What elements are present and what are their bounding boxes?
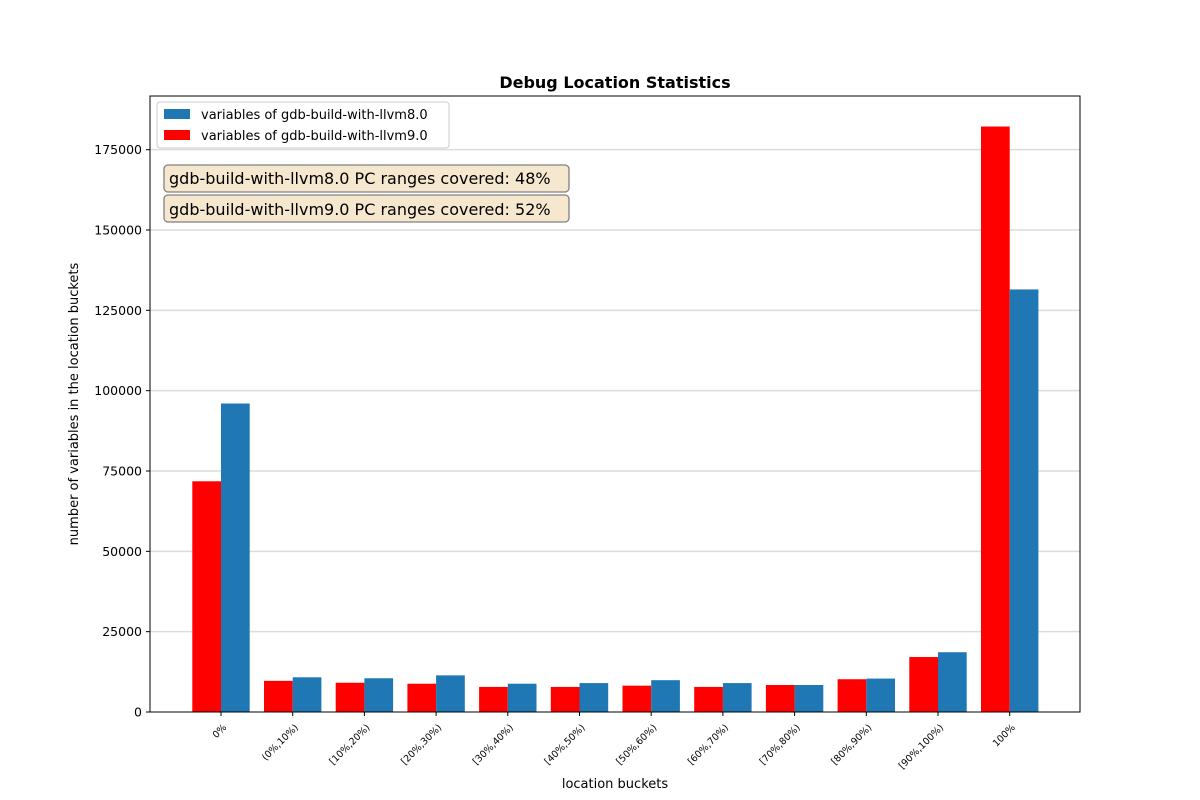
grid-lines [150,148,1080,633]
bars [192,126,1039,713]
ytick-label-4: 100000 [94,383,142,398]
bar-llvm9-3 [407,683,437,712]
ytick-label-5: 125000 [94,303,142,318]
xtick-label-4: [30%,40%) [471,722,516,767]
bar-llvm9-0 [192,481,221,712]
bar-llvm9-11 [981,126,1010,713]
bar-llvm8-0 [221,403,250,712]
bar-llvm9-10 [909,657,938,712]
bar-llvm9-8 [765,685,795,712]
bar-llvm8-7 [722,683,752,712]
legend-entry-llvm9: variables of gdb-build-with-llvm9.0 [201,129,428,144]
x-axis-label: location buckets [562,777,669,792]
ytick-label-0: 0 [134,705,142,720]
xtick-label-0: 0% [211,722,229,740]
x-ticks: 0% (0%,10%) [10%,20%) [20%,30%) [30%,40%) [40… [211,712,1018,772]
bar-llvm8-8 [794,685,824,712]
xtick-label-10: [90%,100%) [897,722,946,771]
legend: variables of gdb-build-with-llvm8.0 vari… [156,101,450,149]
bar-llvm8-3 [436,675,465,712]
chart-title: Debug Location Statistics [499,73,730,92]
legend-entry-llvm8: variables of gdb-build-with-llvm8.0 [201,108,428,123]
annotation-llvm8: gdb-build-with-llvm8.0 PC ranges covered… [163,164,570,193]
annotation-box-llvm9 [163,194,570,223]
legend-swatch-llvm9 [164,130,190,140]
ytick-label-7: 175000 [94,142,142,157]
bar-llvm9-4 [479,686,508,712]
legend-swatch-llvm8 [164,109,190,119]
annotation-text-llvm9: gdb-build-with-llvm9.0 PC ranges covered… [169,200,551,219]
y-ticks: 0 25000 50000 75000 100000 125000 150000 175000 [94,142,150,720]
xtick-label-8: [70%,80%) [758,722,803,767]
bar-llvm8-10 [938,652,967,712]
bar-llvm8-6 [651,680,680,712]
bar-llvm9-6 [622,685,652,712]
bar-llvm8-9 [866,678,895,712]
xtick-label-11: 100% [991,722,1018,749]
y-axis-label: number of variables in the location buck… [67,262,82,545]
bar-llvm8-1 [292,677,322,712]
xtick-label-9: [80%,90%) [829,722,874,767]
xtick-label-1: (0%,10%) [260,722,301,763]
annotation-box-llvm8 [163,164,570,193]
xtick-label-7: [60%,70%) [686,722,731,767]
bar-llvm9-9 [837,679,867,712]
annotation-llvm9: gdb-build-with-llvm9.0 PC ranges covered… [163,194,570,223]
bar-llvm8-5 [579,683,609,712]
legend-box [156,101,450,149]
axes-frame [149,95,1081,713]
bar-llvm9-7 [694,686,723,712]
annotation-text-llvm8: gdb-build-with-llvm8.0 PC ranges covered… [169,169,551,188]
bar-llvm8-4 [507,683,537,712]
xtick-label-5: [40%,50%) [543,722,588,767]
ytick-label-6: 150000 [94,222,142,237]
ytick-label-1: 25000 [102,624,142,639]
xtick-label-3: [20%,30%) [399,722,444,767]
bar-llvm8-2 [364,678,394,712]
xtick-label-6: [50%,60%) [614,722,659,767]
bar-llvm9-1 [264,680,293,712]
ytick-label-2: 50000 [102,544,142,559]
bar-llvm9-5 [550,686,580,712]
bar-llvm8-11 [1009,289,1039,712]
xtick-label-2: [10%,20%) [327,722,372,767]
ytick-label-3: 75000 [102,463,142,478]
bar-llvm9-2 [335,682,365,712]
